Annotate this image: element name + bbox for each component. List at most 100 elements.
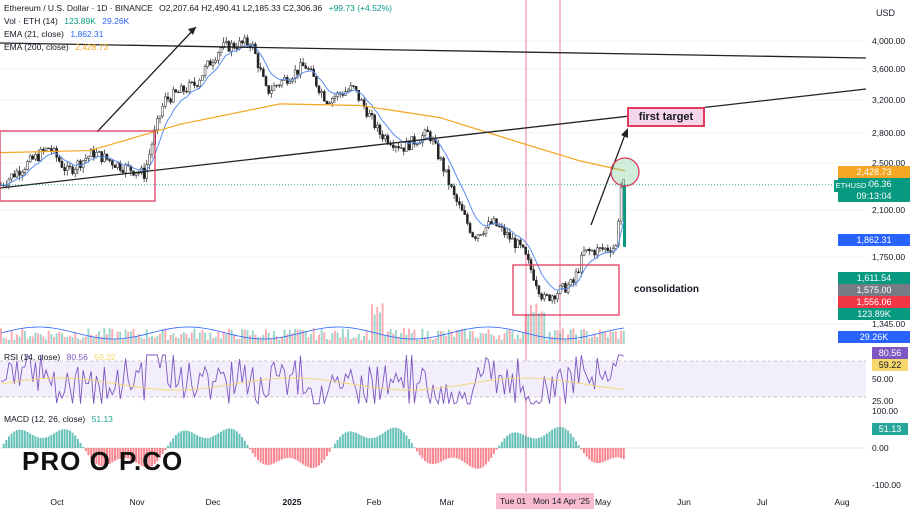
volume-bar (177, 338, 180, 344)
macd-bar (53, 433, 55, 448)
volume-bar (617, 338, 620, 344)
candle-body (203, 66, 207, 76)
macd-bar (368, 438, 371, 448)
volume-bar (386, 331, 389, 344)
macd-bar (349, 431, 352, 448)
volume-bar (434, 337, 437, 344)
candle-body (315, 76, 318, 87)
macd-bar (575, 441, 578, 448)
price-badge: 123.89K (838, 308, 910, 320)
volume-bar (307, 337, 310, 344)
symbol-price-tag: ETHUSD (834, 180, 868, 192)
candle-body (378, 124, 382, 135)
candle-body (7, 178, 11, 186)
volume-bar (159, 333, 161, 344)
macd-bar (397, 428, 400, 448)
volume-bar (575, 334, 578, 344)
macd-bar (378, 435, 381, 448)
volume-bar (418, 339, 421, 344)
volume-bar (545, 339, 548, 344)
volume-bar (469, 331, 472, 344)
candle-body (439, 157, 443, 160)
volume-bar (471, 331, 474, 344)
candle-body (172, 89, 175, 103)
time-tick-label: Jun (677, 497, 691, 507)
volume-bar (384, 335, 387, 344)
macd-bar (132, 448, 135, 462)
macd-bar (426, 448, 429, 463)
macd-bar (143, 448, 146, 467)
candle-body (474, 236, 477, 239)
volume-bar (495, 338, 498, 344)
macd-bar (45, 437, 48, 448)
volume-bar (79, 339, 82, 344)
candle-body (402, 147, 406, 152)
volume-bar (413, 329, 416, 344)
volume-bar (612, 332, 615, 344)
rsi-badge: 80.56 (872, 347, 908, 359)
candle-body (301, 62, 305, 67)
macd-bar (180, 431, 183, 448)
macd-bar (212, 436, 214, 448)
macd-bar (243, 440, 246, 448)
rsi-legend[interactable]: RSI (14, close) 80.56 59.22 (4, 352, 116, 363)
volume-bar (442, 331, 445, 344)
macd-tick-label: 100.00 (872, 406, 898, 416)
candle-body (564, 283, 567, 293)
volume-bar (286, 334, 289, 344)
macd-bar (159, 448, 161, 458)
macd-bar (381, 433, 384, 448)
macd-bar (294, 448, 297, 460)
volume-bar (251, 330, 254, 344)
candle-body (399, 147, 403, 149)
volume-bar (508, 329, 511, 344)
macd-bar (2, 443, 5, 448)
time-tick-label: Feb (366, 497, 382, 507)
macd-bar (339, 436, 342, 448)
volume-bar (169, 334, 172, 344)
time-tick-label: Oct (50, 497, 64, 507)
macd-bar (373, 437, 376, 448)
macd-bar (469, 448, 472, 467)
price-tick-label: 4,000.00 (872, 36, 906, 46)
macd-legend[interactable]: MACD (12, 26, close) 51.13 (4, 414, 113, 425)
volume-bar (37, 333, 40, 344)
volume-bar (378, 312, 381, 344)
candle-body (553, 295, 557, 300)
candle-body (429, 131, 432, 142)
macd-bar (71, 432, 74, 448)
macd-bar (389, 428, 392, 448)
volume-bar (31, 336, 34, 344)
macd-bar (214, 434, 217, 448)
macd-bar (193, 433, 196, 448)
macd-bar (249, 448, 252, 450)
volume-bar (498, 334, 501, 344)
volume-bar (198, 332, 201, 344)
candle-body (447, 169, 451, 185)
candle-body (596, 247, 599, 256)
macd-bar (302, 448, 305, 465)
candle-body (463, 210, 466, 215)
volume-bar (532, 312, 535, 344)
ema21-legend[interactable]: EMA (21, close) 1,862.31 (4, 29, 103, 40)
volume-bar (580, 329, 583, 344)
candle-body (617, 220, 620, 246)
macd-bar (265, 448, 267, 465)
candle-body (376, 124, 379, 129)
volume-bar (185, 333, 188, 344)
candle-body (391, 144, 395, 148)
macd-bar (116, 448, 119, 460)
macd-bar (479, 448, 482, 469)
volume-bar (137, 333, 140, 344)
macd-bar (548, 431, 551, 448)
volume-bar (323, 332, 326, 344)
ema200-legend[interactable]: EMA (200, close) 2,428.73 (4, 42, 108, 53)
macd-bar (620, 448, 623, 458)
macd-bar (606, 448, 609, 460)
candle-body (479, 234, 482, 236)
volume-bar (90, 334, 93, 344)
volume-bar (609, 330, 612, 344)
volume-bar (365, 331, 368, 344)
volume-legend[interactable]: Vol · ETH (14) 123.89K 29.26K (4, 16, 129, 27)
